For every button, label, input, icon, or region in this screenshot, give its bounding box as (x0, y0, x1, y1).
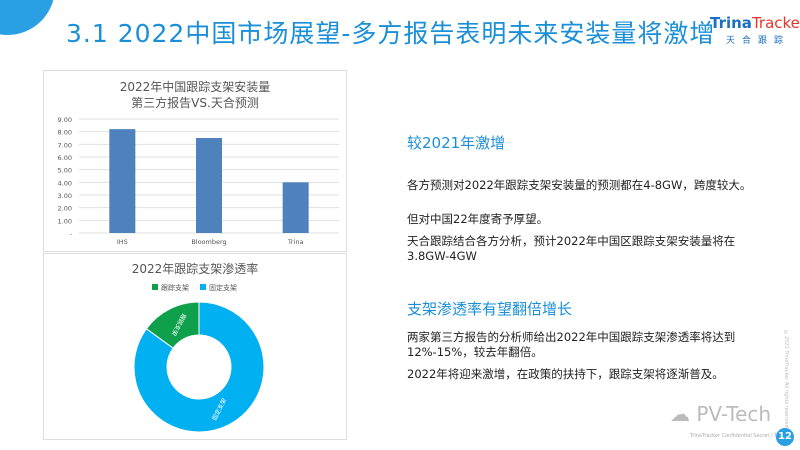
section2-para: 2022年将迎来激增，在政策的扶持下，跟踪支架将逐渐普及。 (407, 367, 724, 381)
y-tick-label: 3.00 (58, 192, 72, 200)
bar-chart: - 1.00 2.00 3.00 4.00 5.00 6.00 7.00 8.00 9.00 IHS… (58, 116, 339, 246)
x-tick-label: Bloomberg (191, 238, 226, 246)
y-tick-label: 4.00 (58, 179, 72, 187)
y-tick-label: 6.00 (58, 154, 72, 162)
section1-para: 各方预测对2022年跟踪支架安装量的预测都在4-8GW，跨度较大。 (407, 178, 752, 192)
legend-label: 跟踪支架 (161, 283, 189, 292)
confidential-note: TrinaTracker Confidential Secret / 机密 (690, 433, 785, 439)
legend-label: 固定支架 (209, 283, 237, 292)
wechat-icon: ☁ (670, 402, 697, 426)
bar (109, 129, 136, 233)
copyright: ©2021 TrinaTracker All rights reserved (783, 330, 789, 428)
donut-chart-panel: 2022年跟踪支架渗透率 跟踪支架 固定支架 跟踪支架 固定支架 (43, 253, 347, 440)
y-tick-label: 2.00 (58, 205, 72, 213)
section2-heading: 支架渗透率有望翻倍增长 (407, 300, 573, 318)
bar-chart-subtitle: 第三方报告VS.天合预测 (131, 96, 259, 110)
y-tick-label: 9.00 (58, 116, 72, 124)
corner-decoration (0, 0, 55, 35)
section1-para: 但对中国22年度寄予厚望。 (407, 212, 549, 226)
y-tick-label: 7.00 (58, 141, 72, 149)
bar-chart-title: 2022年中国跟踪支架安装量 (119, 80, 271, 94)
page-number: 12 (776, 428, 794, 446)
legend-swatch (200, 284, 206, 290)
x-tick-label: Trina (287, 238, 304, 246)
logo: TrinaTracker 天合跟踪 (710, 14, 800, 46)
legend-swatch (152, 284, 158, 290)
bar (282, 182, 309, 233)
section1-heading: 较2021年激增 (407, 134, 506, 152)
section1-para: 天合跟踪结合各方分析，预计2022年中国区跟踪支架安装量将在3.8GW-4GW (407, 234, 736, 263)
x-tick-label: IHS (117, 238, 128, 246)
watermark: ☁ PV-Tech (670, 402, 772, 426)
y-tick-label: 8.00 (58, 129, 72, 137)
bar-chart-panel: 2022年中国跟踪支架安装量 第三方报告VS.天合预测 - 1.00 2.00 3.0… (43, 70, 347, 252)
donut-slice (133, 301, 265, 433)
bar (196, 138, 222, 233)
page-title: 3.1 2022中国市场展望-多方报告表明未来安装量将激增 (66, 19, 716, 48)
y-tick-label: 1.00 (58, 217, 72, 225)
donut-chart-title: 2022年跟踪支架渗透率 (131, 262, 259, 276)
y-tick-label: 5.00 (58, 167, 72, 175)
y-tick-label: - (70, 230, 73, 238)
section2-para: 两家第三方报告的分析师给出2022年中国跟踪支架渗透率将达到12%-15%，较去… (407, 330, 736, 359)
